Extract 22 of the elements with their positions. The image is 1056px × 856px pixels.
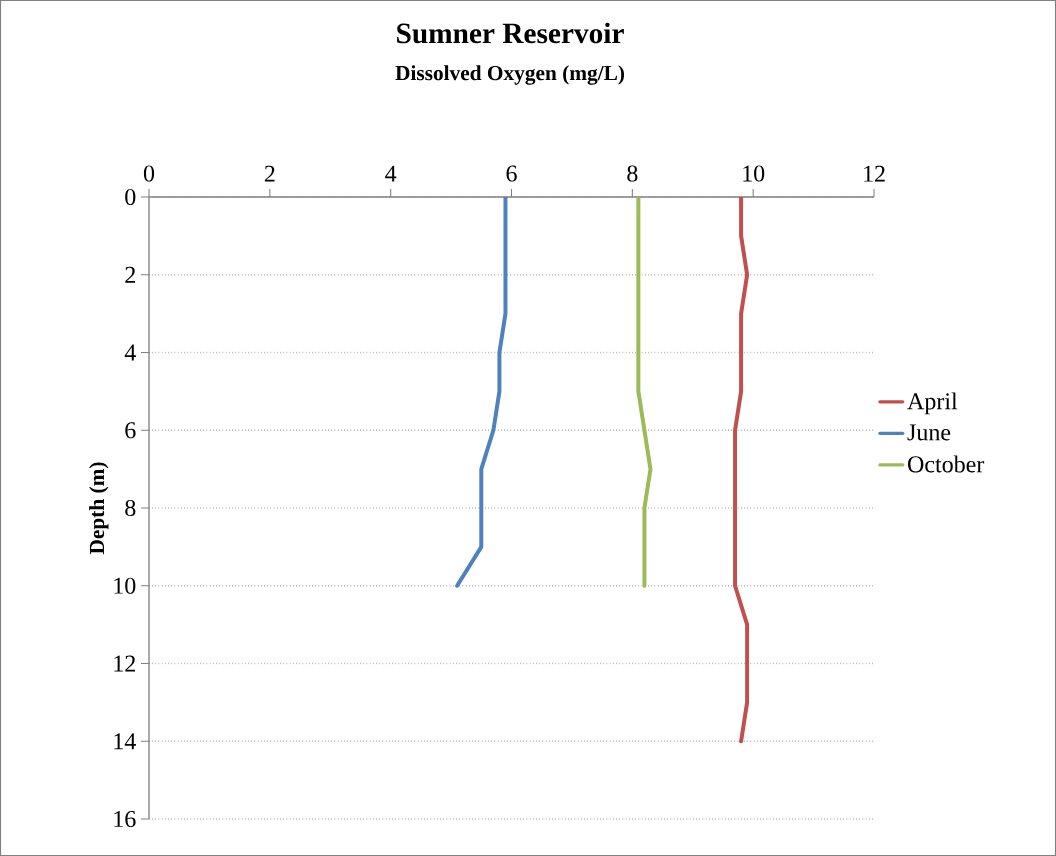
y-tick-label: 2 (125, 266, 135, 283)
y-tick-label: 4 (124, 344, 136, 361)
chart-title: Sumner Reservoir (397, 22, 624, 44)
chart-subtitle: Dissolved Oxygen (mg/L) (395, 65, 625, 85)
y-tick-label: 14 (114, 733, 136, 750)
legend-label: June (907, 424, 951, 441)
y-axis-title: Depth (m) (89, 462, 109, 555)
x-tick-label: 6 (506, 165, 517, 182)
legend-label: April (907, 392, 958, 415)
x-tick-label: 8 (627, 165, 638, 182)
x-tick-label: 4 (385, 165, 397, 182)
y-tick-label: 8 (125, 499, 136, 517)
x-tick-label: 10 (743, 165, 765, 182)
legend-label: October (908, 455, 985, 473)
y-tick-label: 10 (114, 577, 136, 594)
x-tick-label: 12 (864, 165, 885, 182)
y-tick-label: 12 (114, 655, 135, 672)
y-tick-label: 0 (125, 188, 136, 206)
x-tick-label: 2 (264, 165, 275, 182)
x-tick-label: 0 (143, 165, 155, 182)
y-tick-label: 16 (114, 810, 136, 828)
y-tick-label: 6 (125, 422, 136, 439)
